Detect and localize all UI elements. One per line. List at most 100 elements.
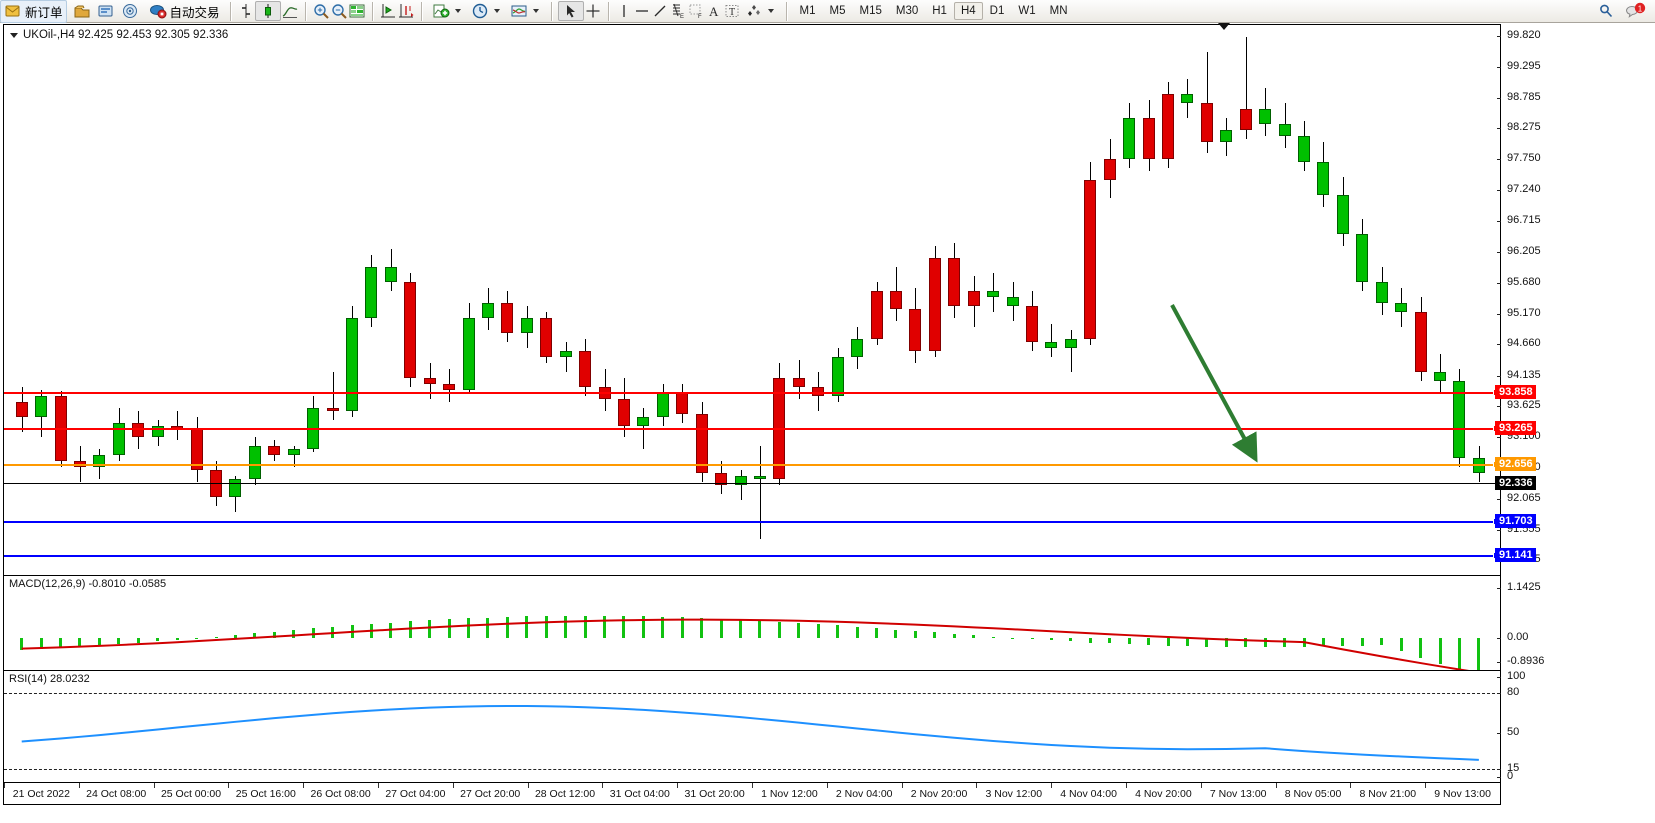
timeframe-m15[interactable]: M15 [859,5,882,17]
macd-histogram-bar [467,618,470,638]
rsi-label: RSI(14) 28.0232 [9,673,93,685]
macd-histogram-bar [681,617,684,638]
price-scale[interactable]: 99.820 99.295 98.785 98.275 97.750 97.240 96.7… [1495,24,1655,805]
chevron-down-icon[interactable] [454,9,461,13]
candle-body [715,473,728,486]
last-price-line[interactable] [4,483,1500,485]
chart-area[interactable]: UKOil-,H4 92.425 92.453 92.305 92.336 MA… [0,23,1655,823]
rsi-scale-tick: 50 [1496,726,1519,738]
macd-histogram-bar [1341,638,1344,647]
horizontal-line-icon[interactable] [633,2,651,20]
price-pane[interactable]: UKOil-,H4 92.425 92.453 92.305 92.336 [4,25,1500,576]
autotrade-label: 自动交易 [169,5,220,20]
bar-chart-icon[interactable] [237,2,255,20]
market-watch-icon[interactable] [97,2,115,20]
macd-histogram-bar [836,625,839,638]
indicators-button[interactable] [428,0,467,23]
timeframe-d1[interactable]: D1 [989,5,1005,17]
timeframe-m5[interactable]: M5 [829,5,846,17]
macd-pane[interactable]: MACD(12,26,9) -0.8010 -0.0585 [4,576,1500,671]
price-tick: 96.715 [1497,214,1541,226]
candle-body [1181,93,1194,103]
crosshair-icon[interactable] [584,2,602,20]
auto-scroll-icon[interactable] [397,2,415,20]
candlestick-chart-icon[interactable] [254,1,281,21]
support-line-2[interactable] [4,554,1500,557]
resistance-line-2-label[interactable]: 93.265 [1495,420,1536,435]
pivot-line[interactable] [4,464,1500,467]
timeframe-m30[interactable]: M30 [895,5,919,17]
vertical-line-icon[interactable] [615,2,633,20]
chart-symbol-header: UKOil-,H4 92.425 92.453 92.305 92.336 [10,29,228,41]
support-line-1-label[interactable]: 91.703 [1495,514,1536,528]
new-order-button[interactable]: 新订单 [0,0,67,23]
chart-plot-frame[interactable]: UKOil-,H4 92.425 92.453 92.305 92.336 MA… [3,24,1501,805]
resistance-line-2[interactable] [4,427,1500,430]
time-tick [378,783,379,788]
support-line-1[interactable] [4,521,1500,523]
timeframe-m1[interactable]: M1 [799,5,816,17]
candle-body [482,302,495,318]
macd-histogram-bar [486,617,489,638]
zoom-in-icon[interactable] [312,2,330,20]
time-tick [79,783,80,788]
candle-body [443,383,456,390]
chat-icon[interactable]: 1 [1625,2,1647,20]
down-arrow-annotation[interactable] [1164,295,1274,475]
line-chart-icon[interactable] [281,2,299,20]
text-icon[interactable]: A [705,2,723,20]
folder-icon[interactable] [73,2,91,20]
time-axis-label: 21 Oct 2022 [12,788,70,800]
search-icon[interactable] [1597,2,1615,20]
trendline-icon[interactable] [651,2,669,20]
candle-body [1395,302,1408,312]
support-line-2-label[interactable]: 91.141 [1495,547,1536,562]
data-window-icon[interactable] [348,2,366,20]
chart-shift-icon[interactable] [379,2,397,20]
last-price-line-label[interactable]: 92.336 [1495,476,1536,491]
macd-histogram-bar [234,634,237,638]
chevron-down-icon[interactable] [767,9,774,13]
pivot-line-label[interactable]: 92.656 [1495,457,1536,472]
rsi-pane[interactable]: RSI(14) 28.0232 [4,671,1500,783]
channel-icon[interactable]: F [687,2,705,20]
time-tick [677,783,678,788]
label-icon[interactable]: T [723,2,741,20]
collapse-icon[interactable] [10,32,18,38]
chevron-down-icon[interactable] [493,9,500,13]
timeframe-w1[interactable]: W1 [1018,5,1036,17]
resistance-line-1-label[interactable]: 93.858 [1495,385,1536,400]
templates-button[interactable] [506,0,545,23]
timeframe-h1[interactable]: H1 [932,5,947,17]
macd-signal-line [21,618,1470,670]
autotrade-button[interactable]: 自动交易 [145,0,224,23]
time-tick [1126,783,1127,788]
time-axis-label: 25 Oct 00:00 [160,788,222,800]
candle-body [793,377,806,387]
toolbar-right-group: 1 [1597,2,1655,20]
timeframe-mn[interactable]: MN [1049,5,1068,17]
chevron-down-icon[interactable] [532,9,539,13]
price-tick: 92.065 [1497,492,1541,504]
navigator-icon[interactable] [121,2,139,20]
shapes-button[interactable] [741,0,780,23]
cursor-icon[interactable] [557,1,584,21]
fibonacci-icon[interactable]: E [669,2,687,20]
candle-body [929,258,942,351]
zoom-out-icon[interactable] [330,2,348,20]
candle-body [268,446,281,456]
resistance-line-1[interactable] [4,392,1500,395]
candle-body [735,476,748,486]
time-axis-label: 26 Oct 08:00 [310,788,371,800]
candle-body [1259,108,1272,124]
time-tick [902,783,903,788]
candle-wick [1071,329,1072,372]
time-axis-label: 4 Nov 04:00 [1060,788,1117,800]
candle-body [579,350,592,387]
timeframe-h4[interactable]: H4 [953,2,983,20]
candle-body [1007,296,1020,306]
period-button[interactable] [467,0,506,23]
macd-scale-tick: 1.1425 [1497,581,1541,593]
candle-body [1434,371,1447,381]
new-order-label: 新订单 [25,5,63,20]
